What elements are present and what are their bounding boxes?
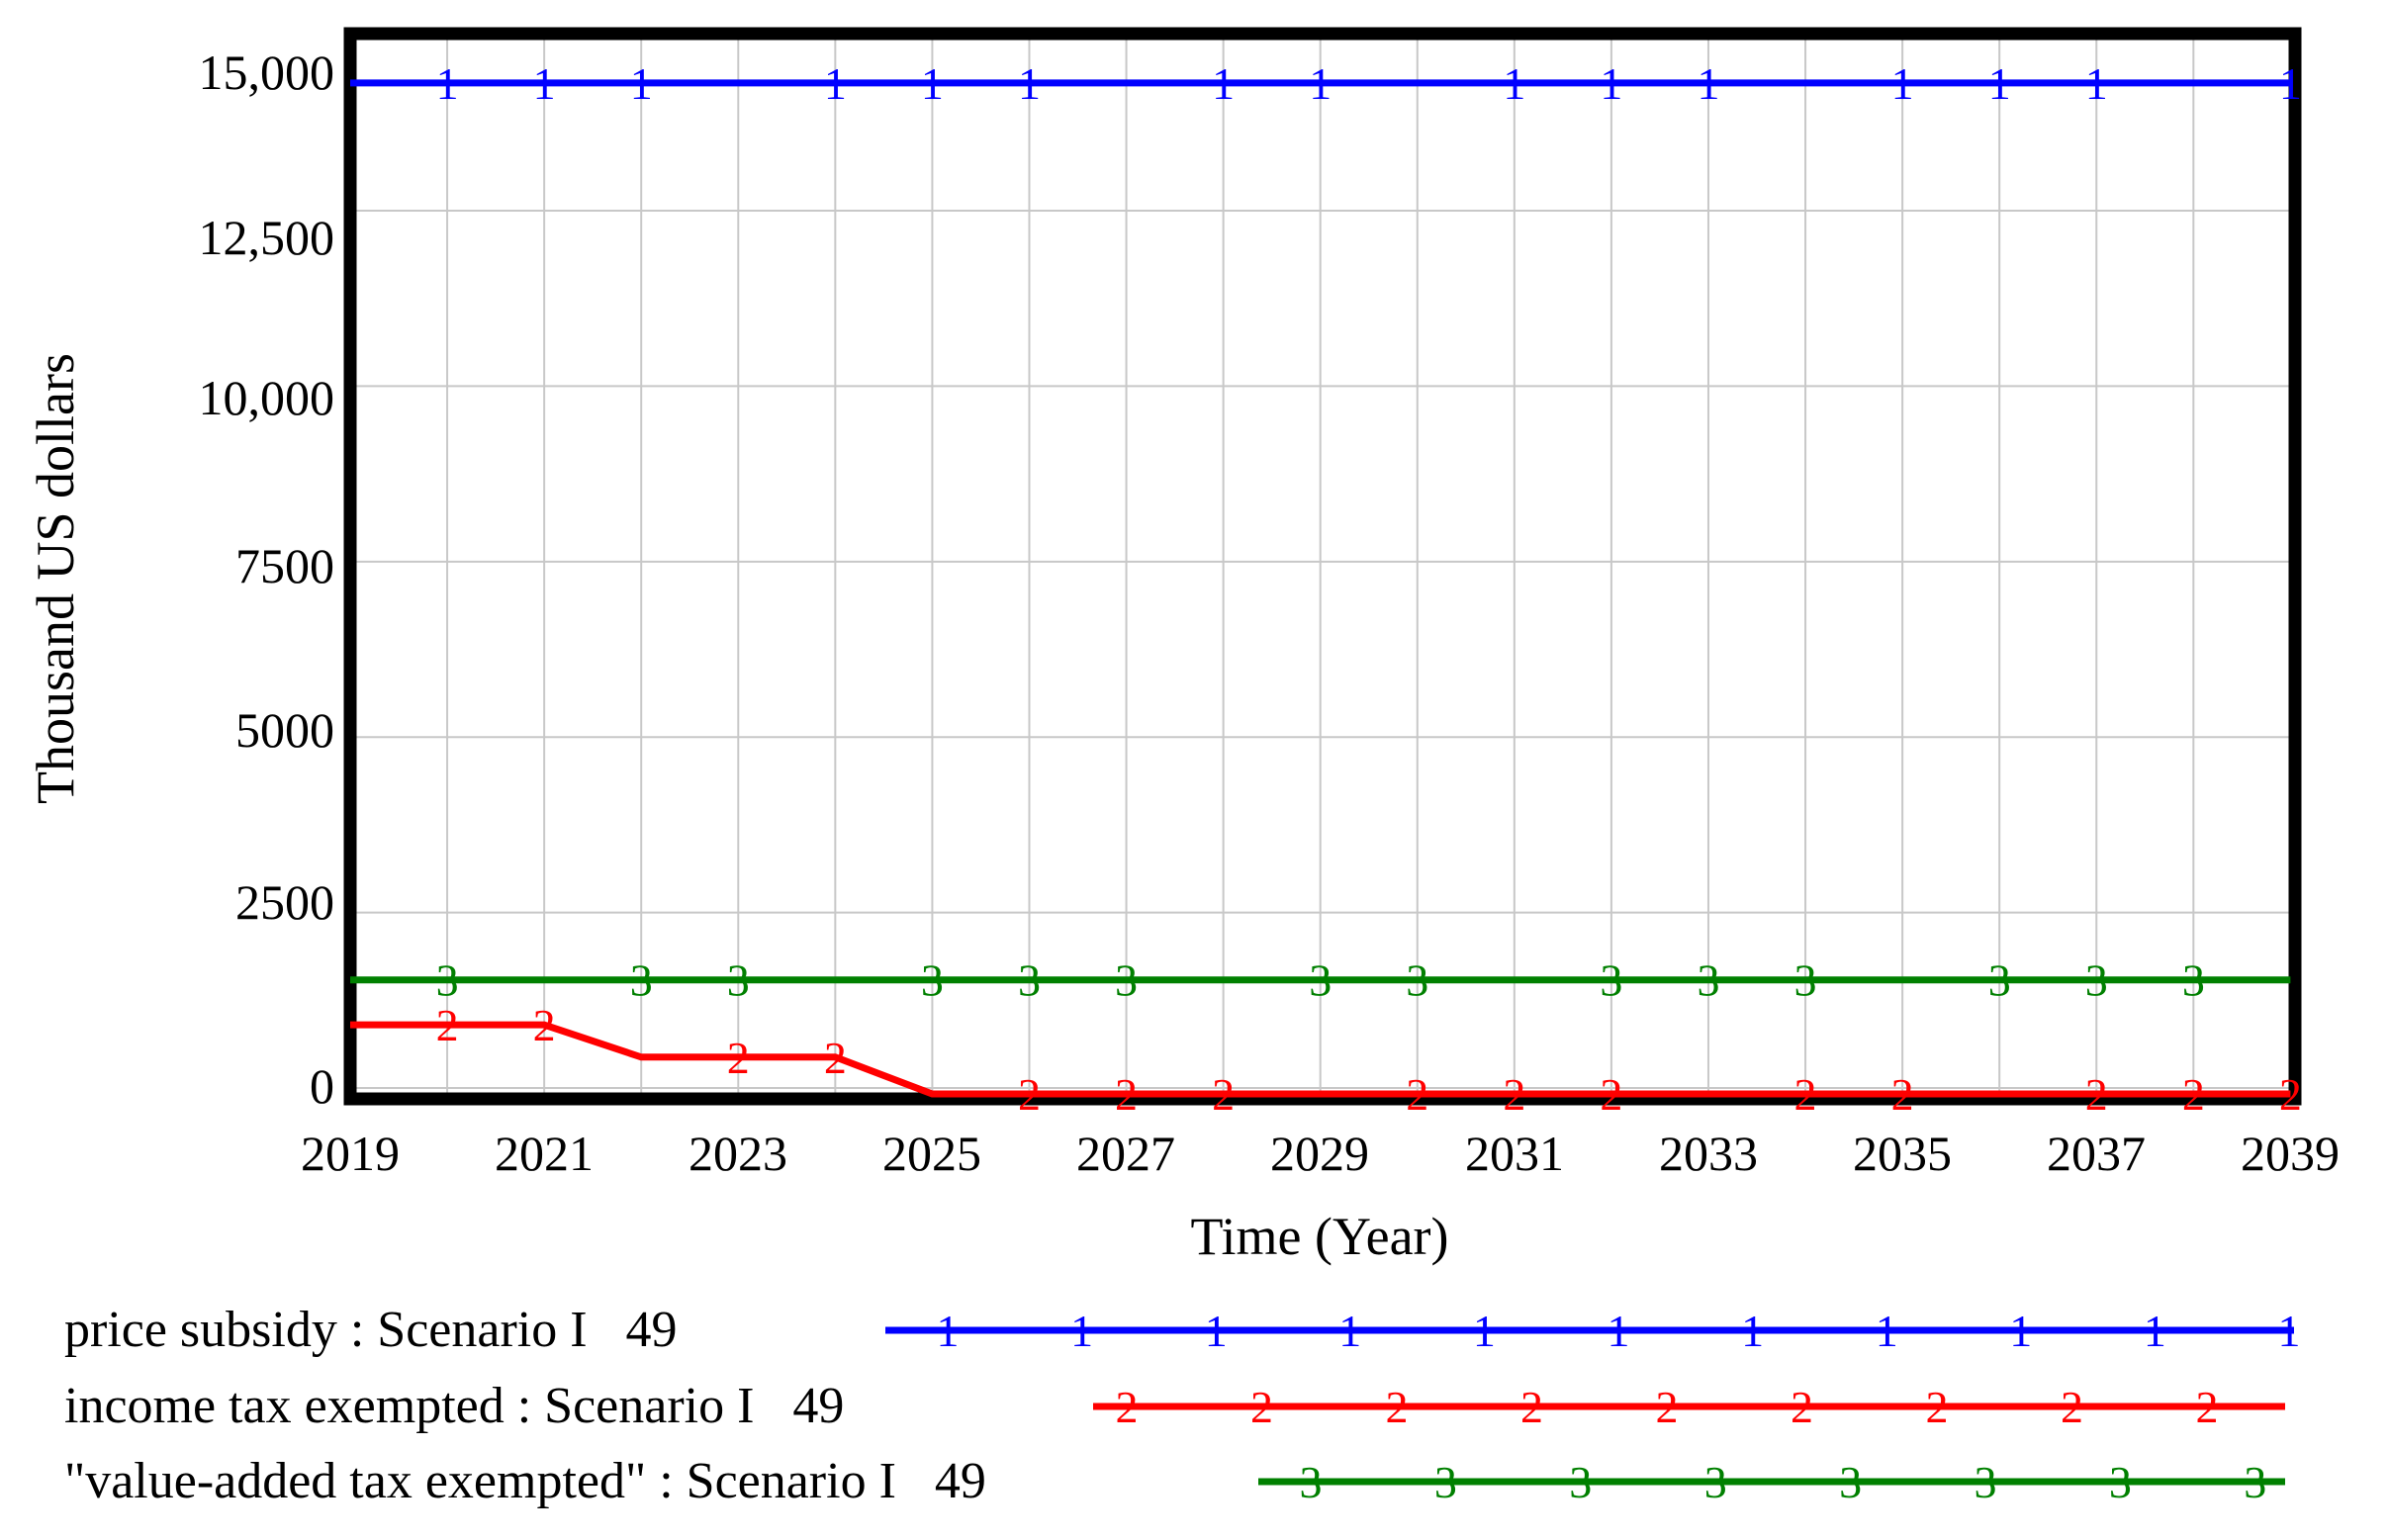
- series-marker-2: 2: [1018, 1069, 1041, 1120]
- series-marker-1: 1: [436, 58, 459, 109]
- y-tick-label: 5000: [235, 702, 334, 758]
- series-marker-1: 1: [1503, 58, 1525, 109]
- series-marker-2: 2: [824, 1033, 847, 1083]
- series-line-2: [350, 1021, 2291, 1098]
- series-marker-1: 1: [824, 58, 847, 109]
- legend-swatch-marker-1: 1: [2278, 1306, 2301, 1356]
- series-marker-1: 1: [2279, 58, 2302, 109]
- y-tick-label: 10,000: [198, 370, 335, 425]
- series-marker-1: 1: [630, 58, 653, 109]
- legend-swatch-marker-2: 2: [1520, 1382, 1543, 1432]
- series-marker-1: 1: [1891, 58, 1914, 109]
- legend-swatch-marker-2: 2: [1926, 1382, 1949, 1432]
- series-marker-3: 3: [921, 955, 944, 1006]
- legend-swatch-marker-3: 3: [1569, 1457, 1592, 1507]
- x-tick-label: 2037: [2047, 1126, 2146, 1181]
- x-tick-label: 2023: [689, 1126, 787, 1181]
- legend-swatch-marker-2: 2: [1656, 1382, 1679, 1432]
- legend-swatch-marker-3: 3: [1704, 1457, 1727, 1507]
- series-marker-2: 2: [1115, 1069, 1138, 1120]
- x-tick-label: 2033: [1659, 1126, 1758, 1181]
- legend-swatch-marker-1: 1: [1741, 1306, 1764, 1356]
- series-marker-3: 3: [630, 955, 653, 1006]
- legend-swatch-marker-3: 3: [2244, 1457, 2266, 1507]
- series-marker-1: 1: [2085, 58, 2108, 109]
- series-marker-3: 3: [1406, 955, 1428, 1006]
- series-marker-1: 1: [921, 58, 944, 109]
- legend-swatch-marker-2: 2: [2061, 1382, 2083, 1432]
- series-marker-2: 2: [533, 1000, 556, 1050]
- series-marker-2: 2: [2279, 1069, 2302, 1120]
- series-marker-3: 3: [1794, 955, 1817, 1006]
- y-tick-label: 0: [310, 1058, 334, 1114]
- series-marker-1: 1: [1212, 58, 1235, 109]
- legend-swatch-marker-1: 1: [1338, 1306, 1361, 1356]
- series-marker-1: 1: [1309, 58, 1332, 109]
- legend-item-price-subsidy: price subsidy : Scenario I 49: [64, 1302, 678, 1358]
- x-tick-label: 2039: [2241, 1126, 2340, 1181]
- x-tick-label: 2025: [882, 1126, 981, 1181]
- legend-swatch-marker-3: 3: [1434, 1457, 1457, 1507]
- series-marker-1: 1: [1697, 58, 1719, 109]
- series-marker-2: 2: [436, 1000, 459, 1050]
- legend-swatch-marker-3: 3: [1839, 1457, 1862, 1507]
- x-tick-label: 2031: [1465, 1126, 1564, 1181]
- series-marker-2: 2: [2085, 1069, 2108, 1120]
- x-axis-title: Time (Year): [1190, 1207, 1449, 1266]
- legend-swatch-marker-3: 3: [1300, 1457, 1323, 1507]
- legend-swatch-marker-3: 3: [2109, 1457, 2132, 1507]
- legend-swatch-marker-1: 1: [2144, 1306, 2166, 1356]
- legend-swatch-marker-1: 1: [1608, 1306, 1630, 1356]
- series-marker-3: 3: [1018, 955, 1041, 1006]
- series-marker-1: 1: [533, 58, 556, 109]
- series-marker-3: 3: [436, 955, 459, 1006]
- legend-swatch-marker-2: 2: [1386, 1382, 1409, 1432]
- series-marker-1: 1: [1018, 58, 1041, 109]
- legend-swatch-marker-3: 3: [1975, 1457, 1997, 1507]
- series-marker-3: 3: [1988, 955, 2011, 1006]
- series-marker-1: 1: [1988, 58, 2011, 109]
- series-marker-2: 2: [1891, 1069, 1914, 1120]
- series-marker-3: 3: [1600, 955, 1622, 1006]
- legend-swatch-marker-2: 2: [1116, 1382, 1139, 1432]
- y-tick-label: 7500: [235, 538, 334, 593]
- y-tick-label: 2500: [235, 874, 334, 930]
- series-marker-2: 2: [2182, 1069, 2205, 1120]
- x-tick-label: 2021: [495, 1126, 594, 1181]
- series-marker-3: 3: [1697, 955, 1719, 1006]
- y-tick-label: 15,000: [198, 45, 335, 100]
- series-marker-3: 3: [1115, 955, 1138, 1006]
- series-marker-2: 2: [1794, 1069, 1817, 1120]
- legend-swatch-marker-1: 1: [1876, 1306, 1898, 1356]
- plot-border: [343, 27, 2302, 1106]
- legend-swatch-marker-1: 1: [1070, 1306, 1093, 1356]
- legend-item-income-tax-exempted: income tax exempted : Scenario I 49: [64, 1378, 845, 1434]
- y-axis-title: Thousand US dollars: [26, 353, 85, 804]
- x-tick-label: 2029: [1270, 1126, 1369, 1181]
- x-tick-label: 2019: [301, 1126, 400, 1181]
- series-marker-2: 2: [1406, 1069, 1428, 1120]
- series-marker-3: 3: [727, 955, 750, 1006]
- x-tick-label: 2035: [1853, 1126, 1952, 1181]
- series-marker-1: 1: [1600, 58, 1622, 109]
- series-marker-2: 2: [1212, 1069, 1235, 1120]
- series-marker-2: 2: [1600, 1069, 1622, 1120]
- x-tick-label: 2027: [1076, 1126, 1175, 1181]
- legend-swatch-marker-1: 1: [937, 1306, 960, 1356]
- legend-swatch-marker-2: 2: [1250, 1382, 1273, 1432]
- series-marker-3: 3: [2182, 955, 2205, 1006]
- legend-swatch-marker-1: 1: [1473, 1306, 1496, 1356]
- y-tick-label: 12,500: [198, 210, 335, 265]
- series-marker-2: 2: [727, 1033, 750, 1083]
- legend-swatch-marker-1: 1: [2009, 1306, 2032, 1356]
- series-marker-3: 3: [1309, 955, 1332, 1006]
- legend-swatch-marker-2: 2: [1791, 1382, 1813, 1432]
- legend-item-value-added-tax-exempted: "value-added tax exempted" : Scenario I …: [64, 1453, 986, 1509]
- legend-swatch-marker-2: 2: [2196, 1382, 2219, 1432]
- series-marker-2: 2: [1503, 1069, 1525, 1120]
- series-marker-3: 3: [2085, 955, 2108, 1006]
- legend-swatch-marker-1: 1: [1205, 1306, 1228, 1356]
